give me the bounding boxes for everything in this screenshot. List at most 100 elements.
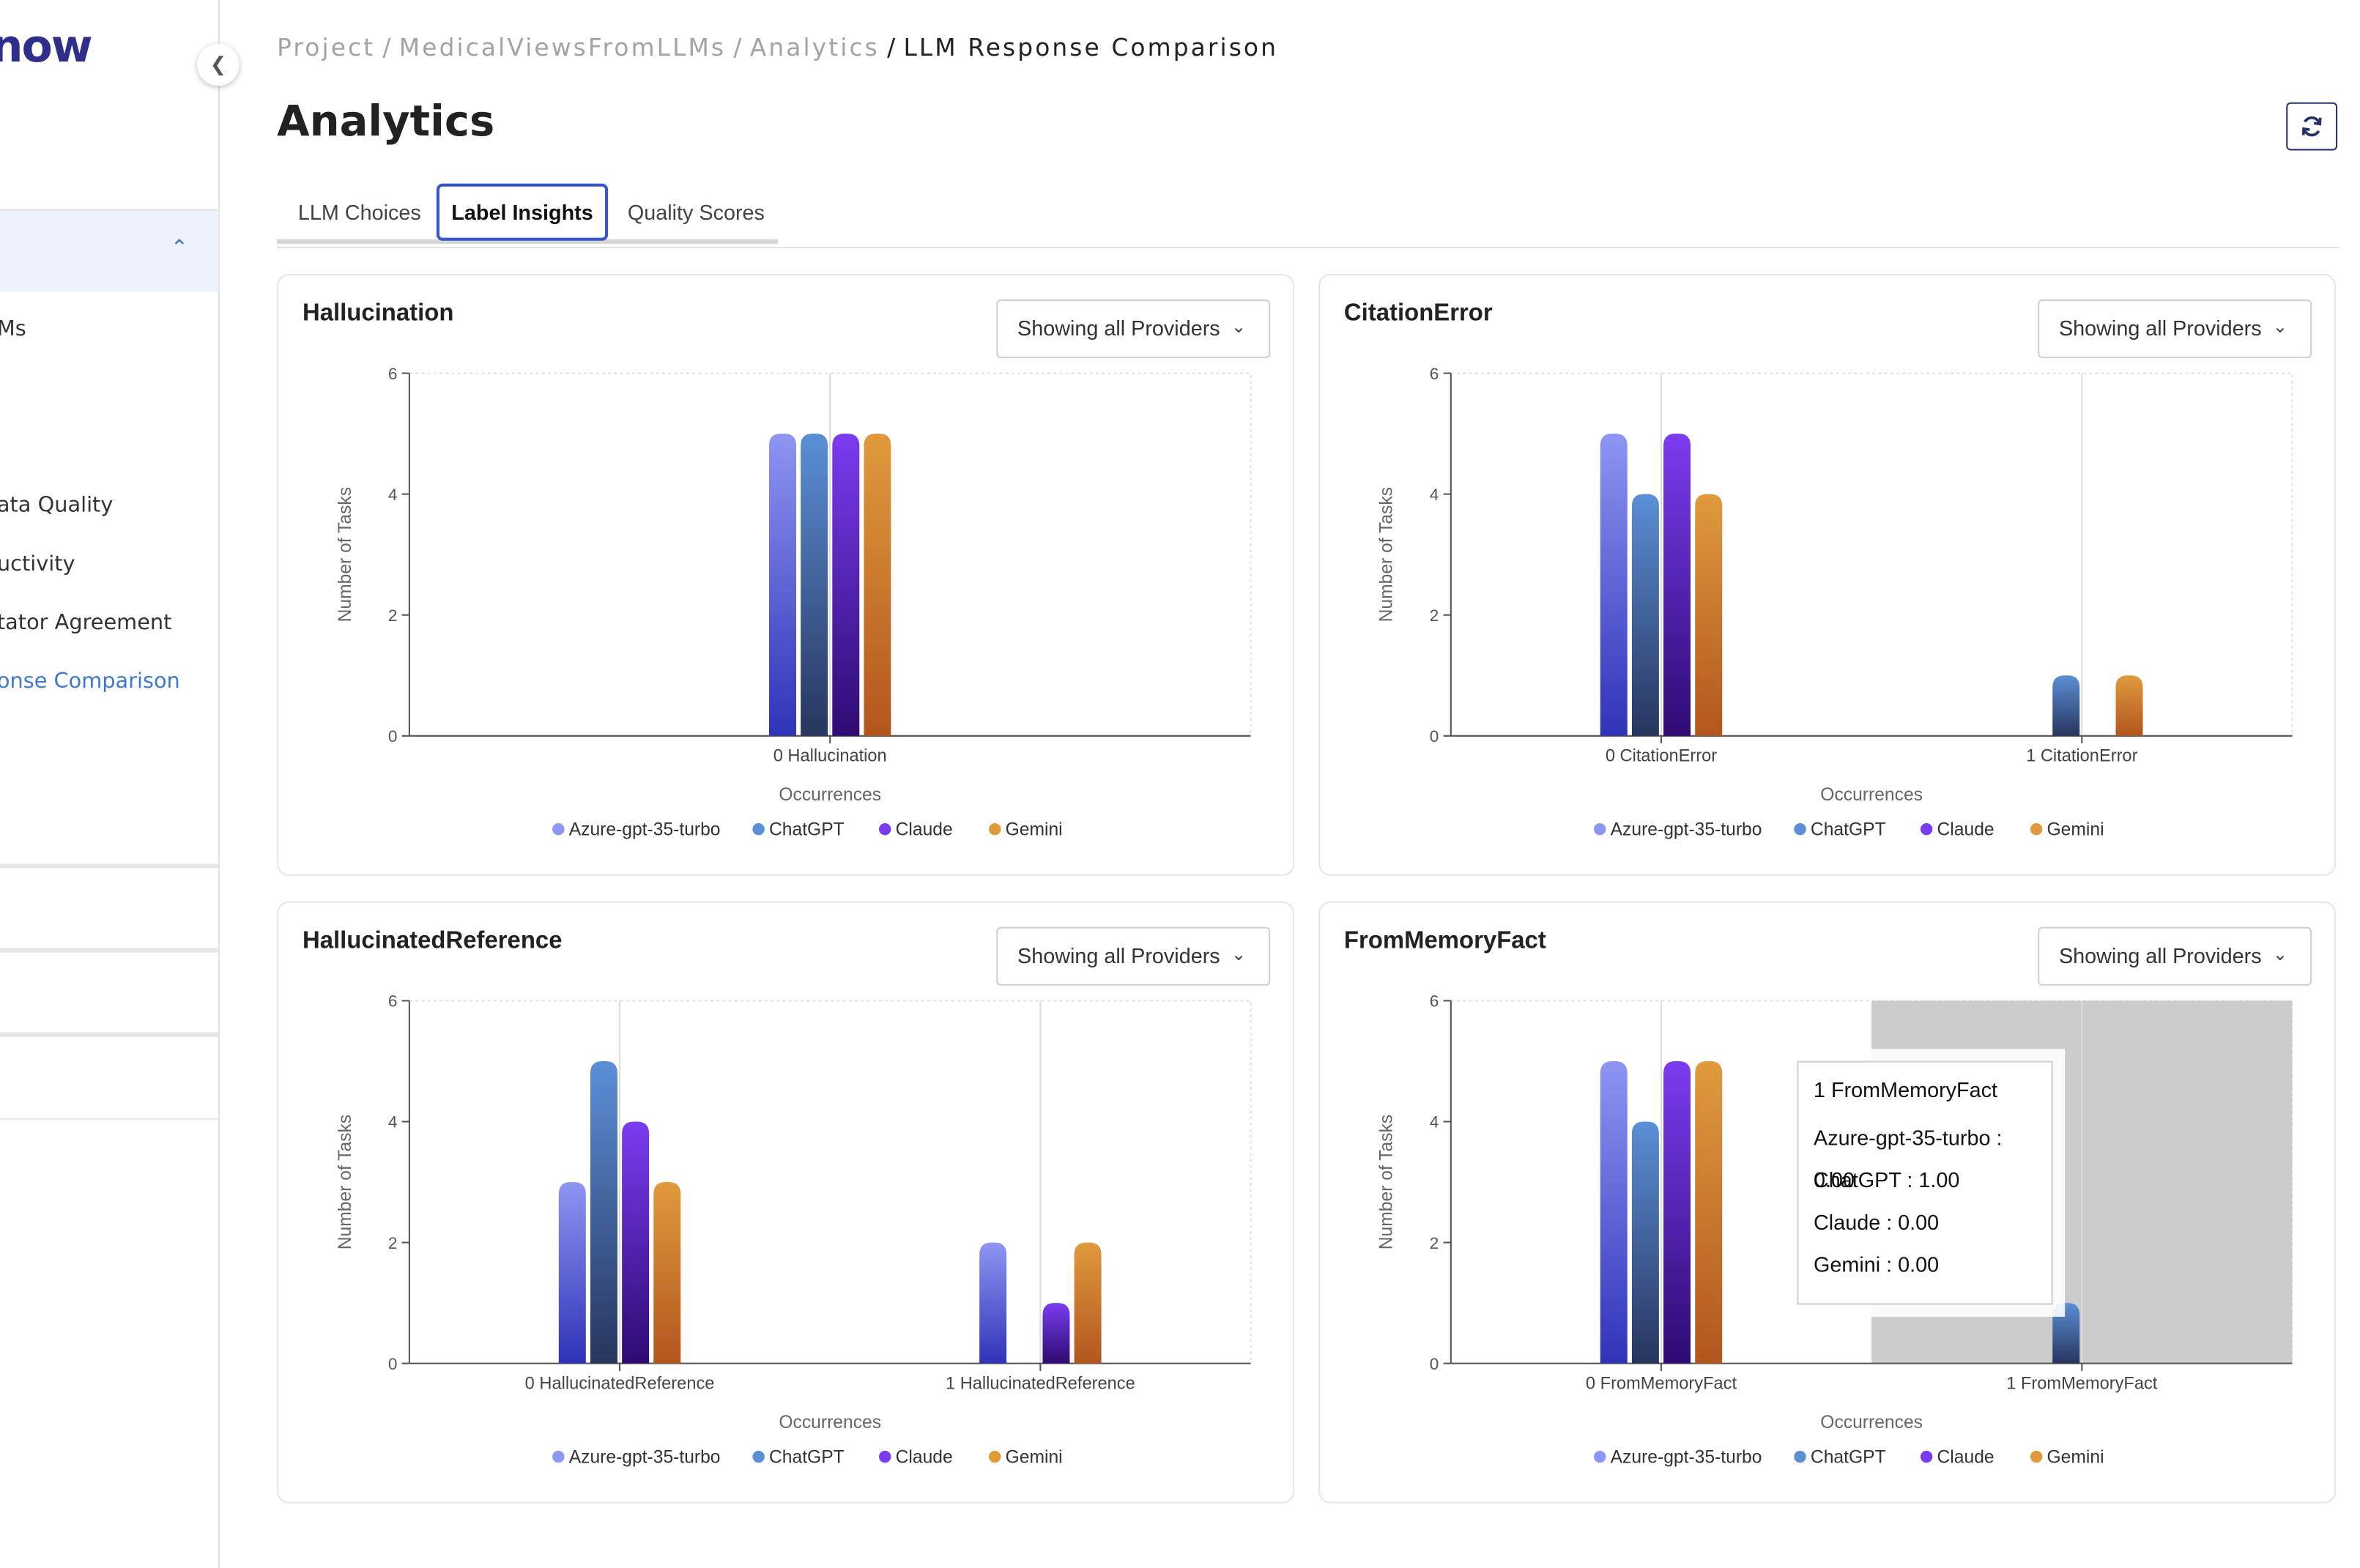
legend-label: Gemini bbox=[2047, 1447, 2104, 1467]
bar-gemini bbox=[2115, 675, 2143, 736]
bar-gemini bbox=[1695, 494, 1723, 736]
tab-quality-scores[interactable]: Quality Scores bbox=[627, 200, 765, 225]
x-tick-label: 0 Hallucination bbox=[773, 747, 887, 766]
chevron-left-icon: ❮ bbox=[209, 52, 227, 75]
breadcrumb-current: LLM Response Comparison bbox=[903, 33, 1279, 62]
bar-azure-gpt-35-turbo bbox=[979, 1242, 1007, 1364]
bar-chatgpt bbox=[1631, 1121, 1659, 1364]
chart-legend: Azure-gpt-35-turbo ChatGPT Claude Gemini bbox=[552, 820, 1063, 839]
chart-legend: Azure-gpt-35-turbo ChatGPT Claude Gemini bbox=[1594, 820, 2104, 839]
legend-marker-azure-gpt-35-turbo bbox=[1594, 1450, 1606, 1463]
tooltip-row: Azure-gpt-35-turbo : 0.00 bbox=[1814, 1125, 2003, 1192]
chart-hallucinatedreference: 0 2 4 6 0 HallucinatedReference 1 Hallucinate… bbox=[335, 992, 1252, 1467]
bar-gemini bbox=[1074, 1242, 1102, 1364]
chart-legend: Azure-gpt-35-turbo ChatGPT Claude Gemini bbox=[1594, 1447, 2104, 1467]
y-tick-label: 0 bbox=[1430, 727, 1439, 746]
sidebar-item-annotator-agreement[interactable]: tator Agreement bbox=[0, 611, 172, 636]
sidebar-divider bbox=[0, 1032, 218, 1037]
chevron-down-icon: ⌄ bbox=[2272, 943, 2288, 965]
legend-marker-claude bbox=[1920, 822, 1933, 836]
tooltip-row: Gemini : 0.00 bbox=[1814, 1252, 1940, 1277]
chart-legend: Azure-gpt-35-turbo ChatGPT Claude Gemini bbox=[552, 1447, 1063, 1467]
legend-marker-chatgpt bbox=[1794, 822, 1806, 836]
breadcrumb-item[interactable]: Project bbox=[277, 33, 376, 62]
bar-chatgpt bbox=[801, 434, 828, 736]
sidebar-collapse-button[interactable]: ❮ bbox=[197, 43, 240, 86]
legend-label: ChatGPT bbox=[1811, 1447, 1886, 1467]
legend-label: ChatGPT bbox=[1811, 820, 1886, 839]
provider-select[interactable]: Showing all Providers ⌄ bbox=[2038, 926, 2312, 986]
tab-llm-choices[interactable]: LLM Choices bbox=[297, 200, 421, 225]
y-tick-label: 4 bbox=[388, 486, 398, 504]
provider-select[interactable]: Showing all Providers ⌄ bbox=[996, 926, 1271, 986]
y-tick-label: 4 bbox=[1430, 486, 1439, 504]
legend-label: Azure-gpt-35-turbo bbox=[569, 820, 721, 839]
tab-label-insights[interactable]: Label Insights bbox=[436, 183, 609, 241]
y-tick-label: 6 bbox=[1430, 992, 1439, 1011]
y-axis-title: Number of Tasks bbox=[335, 487, 355, 622]
y-tick-label: 2 bbox=[1430, 1234, 1439, 1252]
legend-marker-azure-gpt-35-turbo bbox=[552, 1450, 565, 1463]
x-tick-label: 0 CitationError bbox=[1606, 747, 1717, 766]
sidebar-item-data-quality[interactable]: ata Quality bbox=[0, 493, 114, 518]
breadcrumb-item[interactable]: MedicalViewsFromLLMs bbox=[398, 33, 727, 62]
provider-select[interactable]: Showing all Providers ⌄ bbox=[2038, 299, 2312, 359]
provider-select-label: Showing all Providers bbox=[2058, 943, 2262, 968]
y-tick-label: 2 bbox=[388, 1234, 398, 1252]
tooltip-row: ChatGPT : 1.00 bbox=[1814, 1167, 1960, 1192]
bar-azure-gpt-35-turbo bbox=[1600, 434, 1628, 736]
sidebar-item-productivity[interactable]: uctivity bbox=[0, 552, 75, 576]
app-logo[interactable]: now bbox=[0, 21, 93, 74]
chart-card-frommemoryfact: 0 2 4 6 0 FromMemoryFact 1 FromMemoryFact Occu… bbox=[1318, 901, 2337, 1504]
legend-label: Claude bbox=[896, 820, 953, 839]
bar-chatgpt bbox=[2052, 1303, 2080, 1364]
chevron-down-icon: ⌄ bbox=[2272, 316, 2288, 338]
provider-select-label: Showing all Providers bbox=[1017, 316, 1220, 341]
chart-title: CitationError bbox=[1343, 300, 1493, 327]
chart-card-hallucination: 0 2 4 6 0 Hallucination Occurrences Number of … bbox=[277, 273, 1295, 876]
refresh-icon bbox=[2301, 116, 2322, 137]
sidebar-item-llms[interactable]: Ms bbox=[0, 317, 26, 342]
sidebar-group-analytics[interactable]: ⌃ bbox=[0, 209, 218, 292]
y-tick-label: 2 bbox=[1430, 606, 1439, 625]
refresh-button[interactable] bbox=[2286, 102, 2338, 151]
chevron-up-icon[interactable]: ⌃ bbox=[170, 234, 188, 259]
bar-claude bbox=[832, 434, 860, 736]
x-axis-title: Occurrences bbox=[1820, 1413, 1923, 1433]
bar-gemini bbox=[653, 1182, 681, 1364]
y-tick-label: 4 bbox=[1430, 1113, 1439, 1132]
tab-bar: LLM Choices Label Insights Quality Score… bbox=[277, 183, 2339, 249]
y-axis-title: Number of Tasks bbox=[1377, 1115, 1397, 1249]
sidebar-item-llm-response-comparison[interactable]: onse Comparison bbox=[0, 669, 180, 694]
y-tick-label: 4 bbox=[388, 1113, 398, 1132]
bar-gemini bbox=[1695, 1060, 1723, 1364]
chart-title: HallucinatedReference bbox=[303, 928, 563, 954]
y-tick-label: 0 bbox=[1430, 1355, 1439, 1373]
legend-label: Gemini bbox=[1006, 1447, 1063, 1467]
chart-card-hallucinatedreference: 0 2 4 6 0 HallucinatedReference 1 Hallucinate… bbox=[277, 901, 1295, 1504]
legend-label: Azure-gpt-35-turbo bbox=[1611, 820, 1762, 839]
bar-claude bbox=[1663, 434, 1691, 736]
chart-card-citationerror: 0 2 4 6 0 CitationError 1 CitationError Occurr… bbox=[1318, 273, 2337, 876]
provider-select[interactable]: Showing all Providers ⌄ bbox=[996, 299, 1271, 359]
legend-marker-chatgpt bbox=[1794, 1450, 1806, 1463]
breadcrumb-item[interactable]: Analytics bbox=[749, 33, 880, 62]
bar-azure-gpt-35-turbo bbox=[1600, 1060, 1628, 1364]
provider-select-label: Showing all Providers bbox=[2058, 316, 2262, 341]
chart-citationerror: 0 2 4 6 0 CitationError 1 CitationError Occurr… bbox=[1377, 365, 2293, 839]
legend-label: Azure-gpt-35-turbo bbox=[569, 1447, 721, 1467]
y-tick-label: 6 bbox=[388, 992, 398, 1011]
sidebar-divider bbox=[0, 1118, 218, 1120]
x-tick-label: 0 FromMemoryFact bbox=[1586, 1375, 1737, 1394]
x-tick-label: 0 HallucinatedReference bbox=[525, 1375, 715, 1394]
legend-label: ChatGPT bbox=[769, 820, 845, 839]
bar-azure-gpt-35-turbo bbox=[558, 1182, 586, 1364]
legend-label: Gemini bbox=[2047, 820, 2104, 839]
sidebar: now ⌃ Ms ata Quality uctivity tator Agre… bbox=[0, 0, 220, 1568]
plot-area bbox=[1450, 372, 2293, 737]
x-tick-label: 1 HallucinatedReference bbox=[946, 1375, 1135, 1394]
bar-claude bbox=[622, 1121, 650, 1364]
legend-label: Azure-gpt-35-turbo bbox=[1611, 1447, 1762, 1467]
chart-title: FromMemoryFact bbox=[1343, 928, 1546, 954]
legend-marker-gemini bbox=[2030, 822, 2043, 836]
